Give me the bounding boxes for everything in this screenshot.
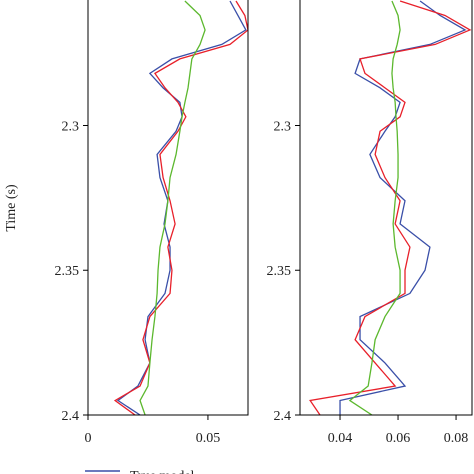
series-line — [113, 0, 248, 415]
plot-frame — [87, 0, 249, 416]
series-line — [309, 0, 472, 415]
x-tick-label: 0 — [85, 431, 92, 446]
y-tick-label: 2.3 — [274, 119, 292, 134]
series-line — [116, 0, 247, 415]
y-tick-label: 2.35 — [55, 264, 80, 279]
plot-frame — [299, 0, 473, 416]
legend-label: True model — [130, 469, 195, 474]
y-axis-label: Time (s) — [4, 184, 19, 232]
x-tick-label: 0.05 — [196, 431, 221, 446]
x-tick-label: 0.08 — [444, 431, 469, 446]
series-line — [339, 0, 467, 415]
y-tick-label: 2.3 — [62, 119, 80, 134]
series-line — [348, 0, 401, 415]
y-tick-label: 2.35 — [267, 264, 292, 279]
series-line — [139, 0, 206, 415]
x-tick-label: 0.04 — [328, 431, 353, 446]
y-tick-label: 2.4 — [274, 409, 292, 424]
y-tick-label: 2.4 — [62, 409, 80, 424]
x-tick-label: 0.06 — [386, 431, 411, 446]
